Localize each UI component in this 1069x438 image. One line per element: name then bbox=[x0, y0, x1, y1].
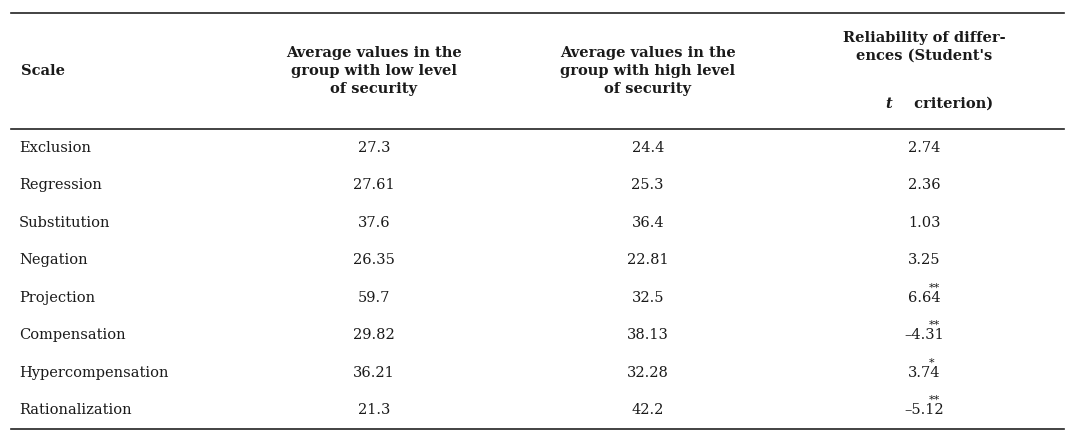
Text: 25.3: 25.3 bbox=[632, 178, 664, 192]
Text: criterion): criterion) bbox=[909, 97, 993, 111]
Text: 3.25: 3.25 bbox=[908, 254, 941, 268]
Text: 2.74: 2.74 bbox=[908, 141, 941, 155]
Text: Reliability of differ-
ences (Student's: Reliability of differ- ences (Student's bbox=[842, 31, 1006, 63]
Text: 3.74: 3.74 bbox=[908, 366, 941, 380]
Text: t: t bbox=[885, 97, 893, 111]
Text: 2.36: 2.36 bbox=[908, 178, 941, 192]
Text: 27.61: 27.61 bbox=[353, 178, 394, 192]
Text: 22.81: 22.81 bbox=[626, 254, 668, 268]
Text: *: * bbox=[928, 357, 934, 367]
Text: –5.12: –5.12 bbox=[904, 403, 944, 417]
Text: Compensation: Compensation bbox=[19, 328, 126, 343]
Text: 24.4: 24.4 bbox=[632, 141, 664, 155]
Text: 26.35: 26.35 bbox=[353, 254, 394, 268]
Text: 32.28: 32.28 bbox=[626, 366, 669, 380]
Text: 36.4: 36.4 bbox=[632, 216, 664, 230]
Text: Substitution: Substitution bbox=[19, 216, 111, 230]
Text: 1.03: 1.03 bbox=[908, 216, 941, 230]
Text: **: ** bbox=[928, 395, 940, 405]
Text: 36.21: 36.21 bbox=[353, 366, 394, 380]
Text: Average values in the
group with low level
of security: Average values in the group with low lev… bbox=[286, 46, 462, 96]
Text: Projection: Projection bbox=[19, 291, 95, 305]
Text: 6.64: 6.64 bbox=[908, 291, 941, 305]
Text: 27.3: 27.3 bbox=[358, 141, 390, 155]
Text: –4.31: –4.31 bbox=[904, 328, 944, 343]
Text: Hypercompensation: Hypercompensation bbox=[19, 366, 169, 380]
Text: **: ** bbox=[928, 320, 940, 330]
Text: 29.82: 29.82 bbox=[353, 328, 394, 343]
Text: 37.6: 37.6 bbox=[358, 216, 390, 230]
Text: 59.7: 59.7 bbox=[358, 291, 390, 305]
Text: Rationalization: Rationalization bbox=[19, 403, 131, 417]
Text: 32.5: 32.5 bbox=[632, 291, 664, 305]
Text: Negation: Negation bbox=[19, 254, 88, 268]
Text: Average values in the
group with high level
of security: Average values in the group with high le… bbox=[560, 46, 735, 96]
Text: Scale: Scale bbox=[21, 64, 65, 78]
Text: Regression: Regression bbox=[19, 178, 103, 192]
Text: 21.3: 21.3 bbox=[358, 403, 390, 417]
Text: 38.13: 38.13 bbox=[626, 328, 669, 343]
Text: **: ** bbox=[928, 283, 940, 293]
Text: Exclusion: Exclusion bbox=[19, 141, 91, 155]
Text: 42.2: 42.2 bbox=[632, 403, 664, 417]
